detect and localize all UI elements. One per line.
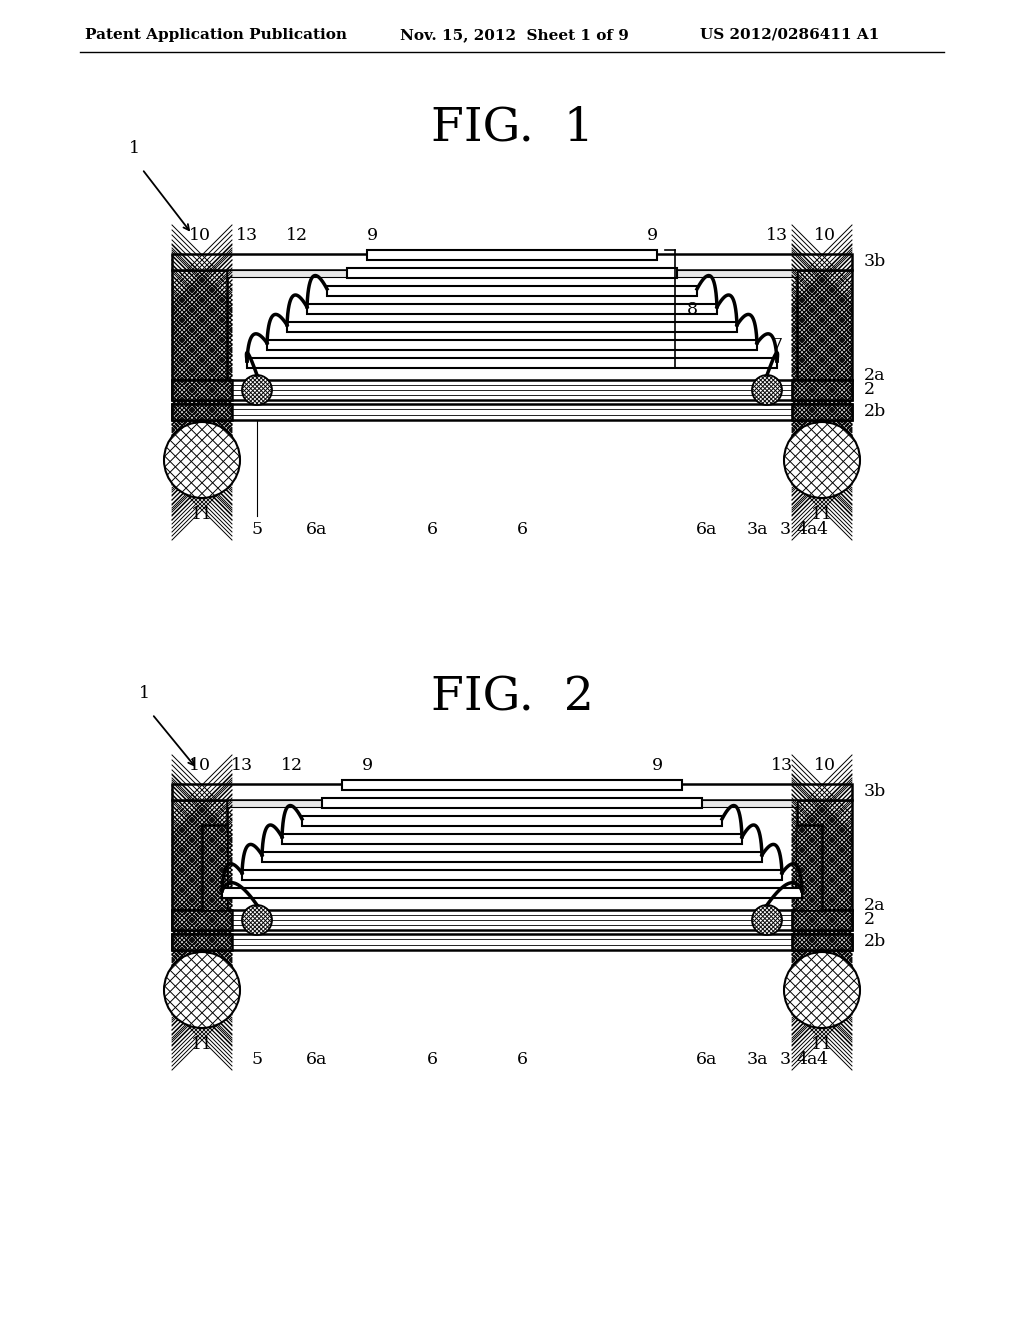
Text: Patent Application Publication: Patent Application Publication [85,28,347,42]
Bar [342,780,682,789]
Text: 4: 4 [816,521,827,539]
Text: 11: 11 [191,506,213,523]
Bar [302,816,722,826]
Text: 13: 13 [231,756,253,774]
Bar [322,799,702,808]
Text: 3a: 3a [746,1051,768,1068]
Text: 3: 3 [779,1051,791,1068]
Circle shape [784,422,860,498]
Bar [267,341,757,350]
Text: 11: 11 [811,1036,833,1053]
Bar [797,825,822,909]
Circle shape [784,952,860,1028]
Bar [307,304,717,314]
Bar [172,909,232,931]
Bar [347,268,677,279]
Text: 3b: 3b [864,784,886,800]
Text: 4a: 4a [797,1051,818,1068]
Text: 10: 10 [188,227,211,244]
Text: US 2012/0286411 A1: US 2012/0286411 A1 [700,28,880,42]
Text: 9: 9 [367,227,378,244]
Text: 6: 6 [427,1051,437,1068]
Bar [797,271,852,380]
Text: 9: 9 [651,756,663,774]
Text: 10: 10 [813,227,836,244]
Text: 4: 4 [816,1051,827,1068]
Bar [242,870,782,880]
Bar [282,834,742,843]
Bar [797,800,852,909]
Text: 2b: 2b [864,933,886,950]
Bar [172,800,227,909]
Circle shape [242,906,272,935]
Bar [792,909,852,931]
Text: 5: 5 [252,1051,262,1068]
Text: 6a: 6a [696,521,718,539]
Circle shape [752,906,782,935]
Bar [247,358,777,368]
Circle shape [242,375,272,405]
Bar [262,851,762,862]
Text: 4a: 4a [797,521,818,539]
Text: 10: 10 [813,756,836,774]
Text: 1: 1 [128,140,139,157]
Bar [172,253,852,271]
Bar [172,380,232,400]
Text: 6a: 6a [306,521,328,539]
Text: 6: 6 [516,521,527,539]
Bar [327,286,697,296]
Text: Nov. 15, 2012  Sheet 1 of 9: Nov. 15, 2012 Sheet 1 of 9 [400,28,629,42]
Text: 13: 13 [766,227,788,244]
Text: 6a: 6a [306,1051,328,1068]
Circle shape [164,952,240,1028]
Text: 6: 6 [516,1051,527,1068]
Text: 6: 6 [427,521,437,539]
Text: 11: 11 [811,506,833,523]
Bar [287,322,737,333]
Circle shape [752,375,782,405]
Text: 12: 12 [286,227,308,244]
Bar [792,404,852,420]
Text: 8: 8 [687,301,698,318]
Bar [172,271,227,380]
Text: 1: 1 [138,685,150,702]
Text: 3: 3 [779,521,791,539]
Bar [202,825,227,909]
Text: 9: 9 [361,756,373,774]
Bar [792,380,852,400]
Bar [172,909,852,931]
Bar [172,380,852,400]
Text: 7: 7 [771,337,782,354]
Bar [367,249,657,260]
Text: 2: 2 [864,912,876,928]
Bar [172,404,232,420]
Circle shape [164,422,240,498]
Text: 10: 10 [188,756,211,774]
Bar [227,271,797,277]
Text: 12: 12 [281,756,303,774]
Text: 2a: 2a [864,367,886,384]
Bar [222,888,802,898]
Text: 2: 2 [864,381,876,399]
Text: 5: 5 [252,521,262,539]
Text: 3b: 3b [864,253,886,271]
Bar [792,935,852,950]
Bar [172,935,232,950]
Text: 9: 9 [646,227,657,244]
Text: 2b: 2b [864,404,886,421]
Text: FIG.  1: FIG. 1 [430,106,594,150]
Bar [172,404,852,420]
Text: 3a: 3a [746,521,768,539]
Text: 13: 13 [236,227,258,244]
Bar [172,784,852,800]
Text: 6a: 6a [696,1051,718,1068]
Text: 13: 13 [771,756,793,774]
Text: FIG.  2: FIG. 2 [430,675,594,721]
Text: 2a: 2a [864,896,886,913]
Bar [227,800,797,807]
Bar [172,935,852,950]
Text: 11: 11 [191,1036,213,1053]
